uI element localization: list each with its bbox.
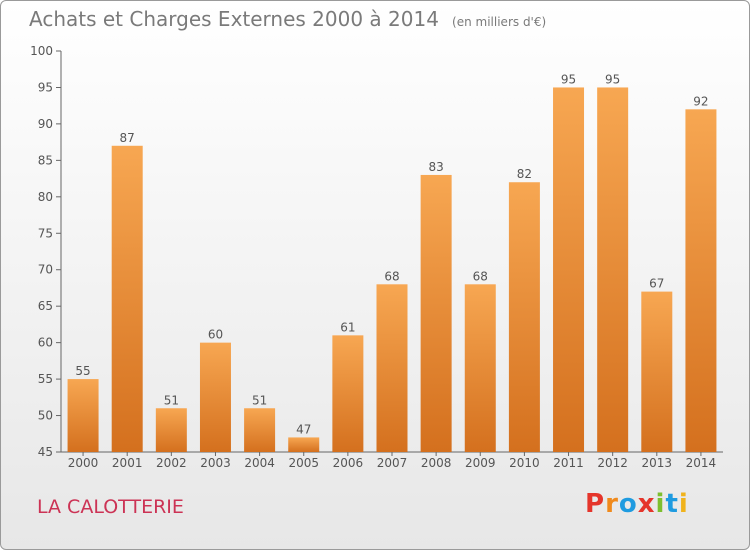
x-tick-label: 2011 [553, 456, 584, 470]
bar [111, 145, 143, 453]
bar [376, 284, 408, 452]
x-tick-label: 2000 [68, 456, 99, 470]
bar-value-label: 83 [428, 160, 443, 174]
chart-unit: (en milliers d'€) [452, 15, 547, 29]
logo-letter: P [585, 489, 606, 519]
axes: 45 50 55 60 65 70 75 80 85 90 95 100 [30, 44, 723, 459]
y-tick-label: 60 [38, 336, 53, 350]
bar-value-label: 47 [296, 422, 311, 436]
bar [199, 342, 231, 452]
x-tick-label: 2007 [377, 456, 408, 470]
bar [464, 284, 496, 452]
chart-title: Achats et Charges Externes 2000 à 2014 [29, 7, 439, 31]
bar-value-label: 95 [605, 72, 620, 86]
x-tick-label: 2008 [421, 456, 452, 470]
title-row: Achats et Charges Externes 2000 à 2014 (… [29, 7, 546, 31]
bar-value-label: 82 [517, 167, 532, 181]
logo-letter: i [655, 489, 666, 519]
location-label: LA CALOTTERIE [37, 496, 184, 518]
x-tick-label: 2003 [200, 456, 231, 470]
bar-value-label: 68 [384, 269, 399, 283]
logo-letter: r [605, 489, 619, 519]
y-tick-label: 85 [38, 153, 53, 167]
x-tick-label: 2002 [156, 456, 187, 470]
x-tick-label: 2001 [112, 456, 143, 470]
y-tick-label: 70 [38, 263, 53, 277]
x-tick-label: 2006 [333, 456, 364, 470]
bar [288, 437, 320, 452]
bar-value-label: 60 [208, 328, 223, 342]
bar-value-label: 68 [473, 269, 488, 283]
bar [597, 87, 629, 453]
bar [508, 182, 540, 452]
y-tick-label: 90 [38, 117, 53, 131]
logo-letter: o [618, 489, 638, 519]
x-tick-label: 2005 [288, 456, 319, 470]
bar [553, 87, 585, 453]
bar [420, 174, 452, 453]
bar-value-label: 95 [561, 72, 576, 86]
bar-value-label: 55 [75, 364, 90, 378]
bar-value-label: 87 [120, 131, 135, 145]
x-tick-label: 2004 [244, 456, 275, 470]
bar [641, 291, 673, 452]
bar-value-label: 51 [252, 393, 267, 407]
x-tick-label: 2009 [465, 456, 496, 470]
bar [67, 379, 99, 452]
bar [244, 408, 276, 452]
bar [155, 408, 187, 452]
proxiti-logo: Proxiti [585, 489, 689, 519]
labels-group: 55 2000 87 2001 51 2002 60 2003 51 2004 47 2005 61 20… [68, 72, 716, 470]
bar-value-label: 51 [164, 393, 179, 407]
x-tick-label: 2014 [686, 456, 717, 470]
y-tick-label: 45 [38, 445, 53, 459]
y-tick-label: 55 [38, 372, 53, 386]
bar [332, 335, 364, 452]
bar-value-label: 67 [649, 277, 664, 291]
bar-value-label: 92 [693, 94, 708, 108]
logo-letter: i [678, 489, 689, 519]
x-tick-label: 2012 [597, 456, 628, 470]
x-tick-label: 2013 [642, 456, 673, 470]
bar [685, 109, 717, 452]
bar-value-label: 61 [340, 320, 355, 334]
x-tick-label: 2010 [509, 456, 540, 470]
bars-group [67, 87, 717, 453]
y-tick-label: 65 [38, 299, 53, 313]
y-tick-label: 95 [38, 80, 53, 94]
logo-letter: x [637, 489, 656, 519]
logo-letter: t [665, 489, 679, 519]
y-tick-label: 80 [38, 190, 53, 204]
y-tick-label: 50 [38, 409, 53, 423]
y-tick-label: 75 [38, 226, 53, 240]
y-tick-label: 100 [30, 44, 53, 58]
